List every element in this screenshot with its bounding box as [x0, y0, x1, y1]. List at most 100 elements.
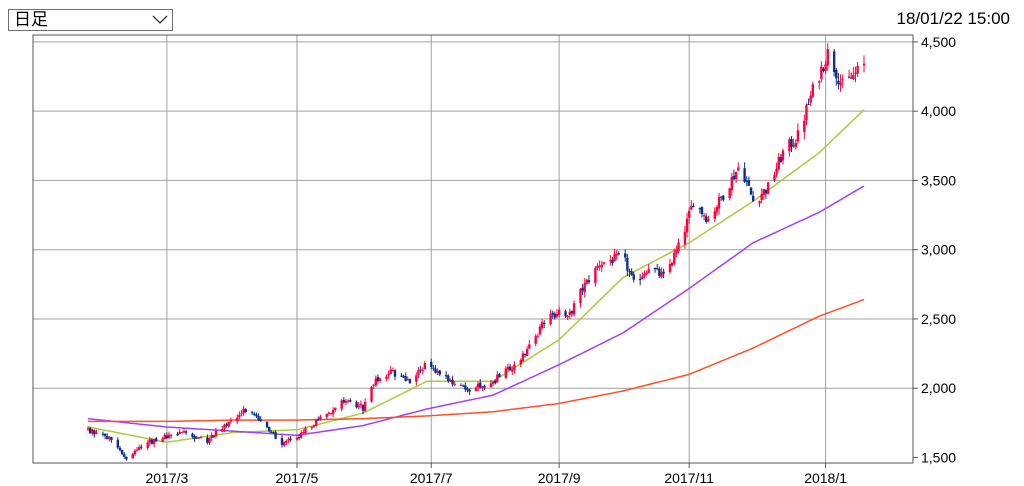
- candle-body: [523, 354, 527, 356]
- candle-up: [594, 266, 597, 287]
- candle-up: [180, 431, 184, 434]
- candle-down: [779, 153, 783, 163]
- candle-up: [660, 267, 663, 279]
- x-axis-labels: 2017/3 2017/5 2017/7 2017/9 2017/11 2018/1: [145, 463, 847, 486]
- candle-down: [393, 368, 397, 380]
- candle-body: [331, 409, 335, 415]
- candle-body: [715, 207, 719, 213]
- candle-down: [692, 202, 695, 208]
- candle-body: [749, 187, 753, 195]
- candle-up: [240, 410, 243, 417]
- candle-up: [792, 138, 795, 148]
- candle-down: [400, 372, 403, 377]
- candle-body: [163, 434, 166, 439]
- candle-body: [760, 194, 763, 201]
- candle-down: [195, 435, 198, 439]
- candle-body: [566, 315, 569, 318]
- candle-body: [557, 309, 561, 315]
- candle-up: [295, 436, 299, 441]
- candle-body: [536, 335, 540, 337]
- candle-down: [184, 430, 188, 436]
- candle-up: [826, 43, 829, 71]
- candle-down: [101, 431, 105, 437]
- candle-body: [702, 215, 706, 217]
- candle-body: [404, 376, 407, 382]
- candle-body: [95, 432, 98, 434]
- candle-body: [180, 431, 184, 433]
- candle-body: [496, 374, 499, 383]
- candle-down: [432, 364, 435, 372]
- candle-body: [270, 431, 273, 433]
- candle-up: [208, 437, 211, 446]
- y-tick-label: 1,500: [921, 449, 956, 465]
- candle-body: [594, 267, 597, 284]
- x-tick-label: 2017/5: [276, 470, 319, 486]
- candle-down: [438, 369, 441, 377]
- candle-up: [824, 60, 827, 74]
- candle-body: [624, 253, 627, 258]
- candle-body: [777, 156, 780, 169]
- candle-body: [824, 64, 827, 71]
- candle-down: [611, 257, 614, 266]
- candle-down: [835, 68, 838, 86]
- candle-body: [687, 210, 691, 218]
- candle-up: [459, 383, 463, 386]
- candle-down: [444, 371, 448, 380]
- y-tick-label: 2,500: [921, 311, 956, 327]
- candle-body: [193, 436, 196, 439]
- candle-up: [839, 74, 842, 92]
- candle-body: [779, 157, 783, 163]
- candle-body: [182, 431, 186, 433]
- candle-down: [193, 434, 196, 442]
- candle-down: [265, 421, 269, 429]
- candle-body: [579, 289, 582, 303]
- candle-body: [832, 51, 836, 73]
- candle-body: [852, 74, 855, 80]
- candle-up: [417, 366, 420, 379]
- candle-body: [146, 442, 149, 449]
- period-select[interactable]: 日足: [8, 9, 173, 31]
- candle-body: [208, 437, 211, 443]
- candle-up: [534, 334, 537, 347]
- candle-body: [88, 428, 92, 434]
- candle-body: [118, 447, 122, 451]
- candle-body: [101, 433, 105, 435]
- chevron-down-icon[interactable]: [148, 10, 172, 30]
- period-select-value: 日足: [14, 10, 48, 29]
- candle-body: [683, 231, 687, 245]
- candle-up: [557, 306, 561, 318]
- candle-body: [513, 364, 516, 370]
- candle-up: [421, 367, 424, 375]
- candle-body: [199, 436, 203, 438]
- candle-body: [391, 370, 395, 372]
- candle-up: [536, 333, 540, 338]
- candle-up: [389, 365, 392, 375]
- candle-up: [331, 407, 335, 417]
- candle-down: [468, 388, 471, 396]
- candle-up: [818, 80, 821, 90]
- candle-body: [764, 190, 768, 194]
- candle-body: [287, 439, 290, 441]
- candle-down: [105, 433, 109, 440]
- candle-up: [538, 324, 542, 336]
- candle-down: [259, 416, 262, 422]
- candle-down: [110, 436, 113, 443]
- candle-up: [775, 162, 778, 178]
- candle-up: [506, 363, 510, 372]
- candle-body: [656, 268, 659, 270]
- candle-down: [244, 408, 247, 414]
- candle-up: [221, 425, 224, 433]
- candle-body: [525, 349, 529, 356]
- candle-body: [611, 259, 614, 264]
- candle-body: [400, 375, 403, 377]
- candle-body: [675, 249, 678, 254]
- candle-down: [155, 436, 158, 442]
- candle-body: [534, 336, 537, 344]
- candle-down: [653, 267, 657, 273]
- candle-body: [272, 432, 275, 434]
- candle-body: [543, 322, 546, 324]
- candle-down: [626, 253, 629, 277]
- candle-up: [91, 428, 94, 436]
- candle-up: [613, 248, 616, 262]
- candle-up: [489, 380, 493, 388]
